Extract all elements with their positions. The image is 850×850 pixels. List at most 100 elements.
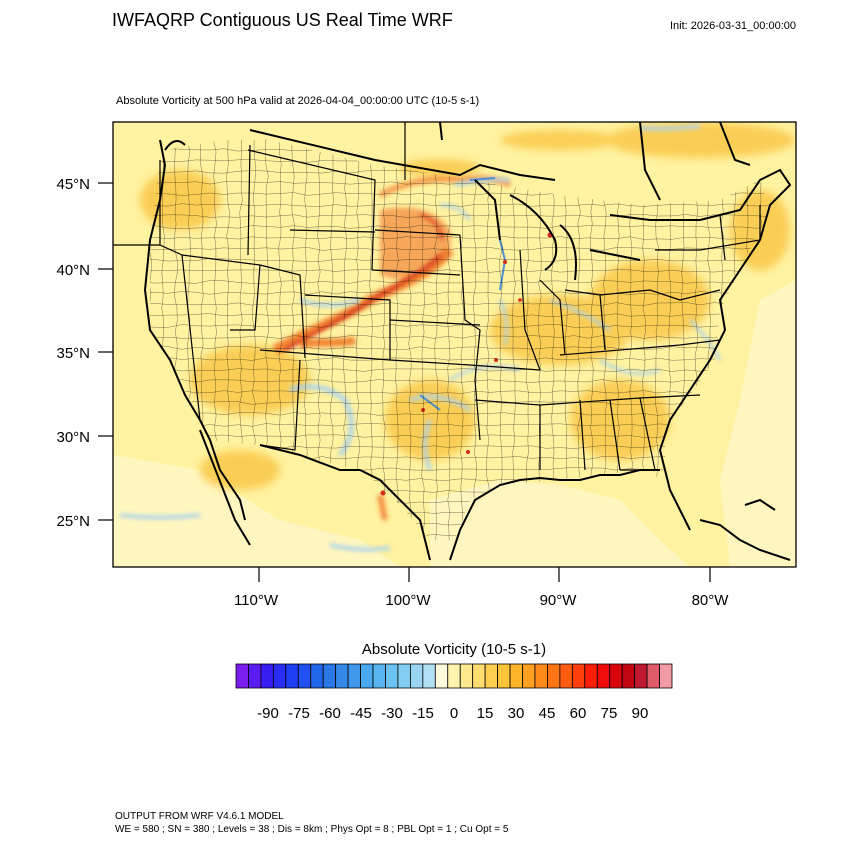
- plot-title: IWFAQRP Contiguous US Real Time WRF: [112, 10, 453, 30]
- lon-ticks: [258, 567, 711, 582]
- colorbar-swatch: [621, 663, 636, 689]
- colorbar-swatch: [272, 663, 287, 689]
- colorbar-swatch: [634, 663, 648, 689]
- county-line: [150, 302, 770, 306]
- colorbar-swatch: [547, 663, 561, 689]
- county-line: [434, 139, 438, 540]
- county-line: [150, 203, 770, 207]
- county-line: [150, 225, 770, 229]
- pacific-ocean-shade: [113, 455, 400, 567]
- colorbar-swatch: [472, 663, 486, 689]
- colorbar-swatch: [434, 663, 449, 689]
- colorbar-swatch: [297, 663, 312, 689]
- colorbar-tick-label: -60: [319, 705, 341, 722]
- colorbar-tick-label: 0: [449, 705, 459, 722]
- county-line: [150, 346, 770, 350]
- lon-label-90: 90°W: [540, 592, 578, 609]
- county-line: [150, 368, 770, 372]
- colorbar-swatch: [497, 663, 511, 689]
- colorbar-swatch: [447, 663, 461, 689]
- colorbar-swatch: [571, 663, 586, 689]
- colorbar-swatch: [385, 663, 399, 689]
- lon-labels: 110°W 100°W 90°W 80°W: [234, 592, 729, 609]
- colorbar-swatch: [235, 663, 249, 689]
- colorbar-swatch: [372, 663, 386, 689]
- colorbar-tick-label: -45: [350, 705, 372, 722]
- colorbar-tick-label: -75: [288, 705, 310, 722]
- colorbar-swatch: [522, 663, 536, 689]
- colorbar-swatch: [459, 663, 474, 689]
- colorbar-swatch: [347, 663, 361, 689]
- colorbar-swatch: [248, 663, 262, 689]
- county-line: [447, 139, 451, 540]
- county-line: [408, 139, 412, 540]
- lat-label-45: 45°N: [56, 176, 90, 193]
- county-line: [150, 357, 770, 361]
- colorbar-swatch: [335, 663, 349, 689]
- county-line: [150, 247, 770, 251]
- lat-label-35: 35°N: [56, 345, 90, 362]
- county-line: [150, 335, 770, 339]
- lon-label-110: 110°W: [234, 592, 279, 609]
- county-line: [421, 139, 425, 540]
- colorbar-swatch: [596, 663, 611, 689]
- colorbar-tick-label: 15: [476, 705, 494, 722]
- county-line: [150, 379, 770, 383]
- colorbar-tick-label: 60: [569, 705, 587, 722]
- map-panel: [113, 122, 796, 567]
- colorbar-swatch: [360, 663, 374, 689]
- county-line: [395, 139, 399, 540]
- plot-subtitle: Absolute Vorticity at 500 hPa valid at 2…: [116, 95, 480, 107]
- map-frame: [112, 121, 797, 568]
- colorbar-tick-label: -15: [412, 705, 434, 722]
- colorbar-swatch: [322, 663, 337, 689]
- colorbar: [235, 663, 673, 689]
- colorbar-swatch: [646, 663, 660, 689]
- colorbar-tick-label: -90: [257, 705, 279, 722]
- colorbar-tick-label: 45: [538, 705, 556, 722]
- colorbar-swatch: [584, 663, 598, 689]
- county-line: [150, 236, 770, 240]
- colorbar-swatch: [260, 663, 274, 689]
- county-line: [150, 280, 770, 284]
- footer-model-line: OUTPUT FROM WRF V4.6.1 MODEL: [115, 811, 284, 822]
- county-line: [460, 139, 464, 540]
- county-line: [382, 139, 386, 540]
- colorbar-swatch: [534, 663, 548, 689]
- colorbar-tick-label: 90: [631, 705, 649, 722]
- lat-ticks: [98, 182, 113, 521]
- county-line: [150, 324, 770, 328]
- colorbar-swatch: [285, 663, 299, 689]
- colorbar-swatch: [310, 663, 324, 689]
- county-line: [150, 390, 770, 394]
- init-time: Init: 2026-03-31_00:00:00: [670, 20, 796, 32]
- lat-label-40: 40°N: [56, 262, 90, 279]
- colorbar-swatch: [559, 663, 573, 689]
- coastlines: [143, 122, 792, 561]
- gulf-ocean-shade: [430, 480, 690, 567]
- footer-settings-line: WE = 580 ; SN = 380 ; Levels = 38 ; Dis …: [115, 824, 509, 835]
- colorbar-tick-label: 30: [507, 705, 525, 722]
- colorbar-tick-label: 75: [600, 705, 618, 722]
- colorbar-title: Absolute Vorticity (10-5 s-1): [361, 641, 547, 658]
- county-line: [473, 139, 477, 540]
- colorbar-swatch: [659, 663, 673, 689]
- colorbar-swatch: [509, 663, 523, 689]
- colorbar-swatch: [484, 663, 499, 689]
- colorbar-tick-label: -30: [381, 705, 403, 722]
- atlantic-ocean-shade: [720, 280, 796, 567]
- lon-label-100: 100°W: [385, 592, 431, 609]
- lat-label-30: 30°N: [56, 429, 90, 446]
- colorbar-swatch: [397, 663, 411, 689]
- lat-label-25: 25°N: [56, 513, 90, 530]
- county-line: [150, 313, 770, 317]
- lat-labels: 45°N 40°N 35°N 30°N 25°N: [56, 176, 90, 530]
- colorbar-swatch: [609, 663, 623, 689]
- county-line: [150, 214, 770, 218]
- lon-label-80: 80°W: [692, 592, 730, 609]
- county-line: [150, 291, 770, 295]
- colorbar-swatch: [422, 663, 436, 689]
- county-line: [486, 139, 490, 540]
- colorbar-swatch: [409, 663, 424, 689]
